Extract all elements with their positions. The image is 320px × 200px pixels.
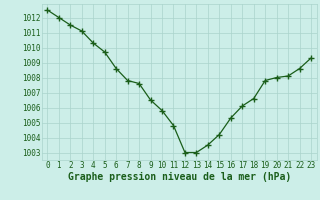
X-axis label: Graphe pression niveau de la mer (hPa): Graphe pression niveau de la mer (hPa) <box>68 172 291 182</box>
